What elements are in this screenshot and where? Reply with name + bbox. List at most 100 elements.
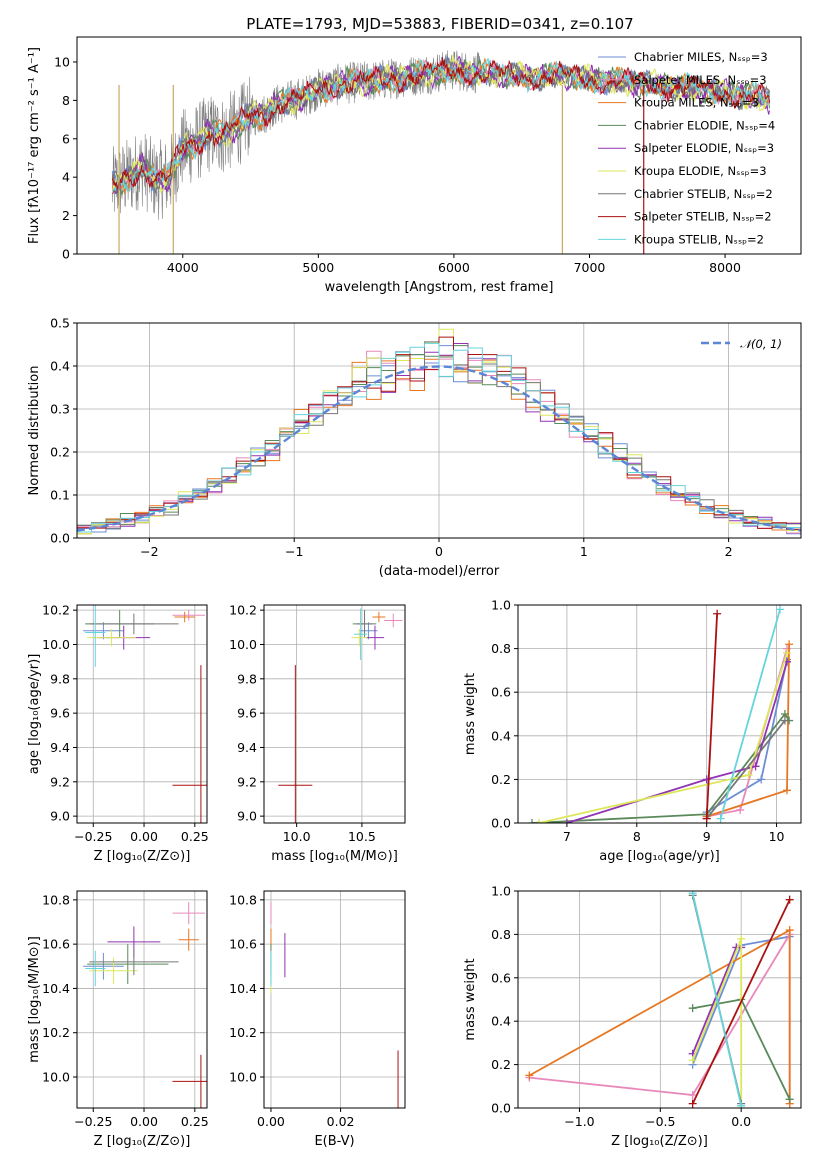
age-weight-ytick-label: 0.0 [491,816,511,831]
age-weight-xtick-label: 7 [563,829,571,844]
z-weight-ytick-label: 0.8 [491,927,511,942]
age-weight-plot-area [527,605,794,823]
normal-curve [77,365,801,532]
spectrum-xlabel: wavelength [Angstrom, rest frame] [325,280,554,295]
z-age-ytick-label: 9.8 [50,671,70,686]
age-weight-marker [757,775,766,784]
age-weight-line-8 [719,609,781,819]
z-weight-marker [737,934,746,943]
z-weight-marker [688,1090,697,1099]
z-age-xlabel: Z [log₁₀(Z/Z⊙)] [94,849,191,864]
residual-histogram-8 [77,342,801,533]
mass-age-xtick-label: 10.5 [348,829,376,844]
z-weight-ytick-label: 0.0 [491,1101,511,1116]
mass-age-ytick-label: 9.6 [237,706,257,721]
z-weight-frame-rect [517,890,802,1109]
ebv-mass-ytick-label: 10.0 [229,1070,257,1085]
ebv-mass-axes [264,891,405,1108]
age-weight-ylabel: mass weight [463,673,478,755]
residuals-xtick-label: −2 [140,544,158,559]
residuals-ytick-label: 0.0 [50,531,70,546]
z-mass-xtick-label: −0.25 [74,1114,112,1129]
z-age-xtick-label: −0.25 [74,829,112,844]
residuals-ytick-label: 0.1 [50,488,70,503]
spectrum-legend-label: Chabrier ELODIE, Nₛₛₚ=4 [634,118,775,132]
residuals-ytick-label: 0.4 [50,359,70,374]
z-weight-ytick-label: 0.4 [491,1014,511,1029]
spectrum-ytick-label: 6 [62,131,70,146]
residuals-xtick-label: 0 [435,544,443,559]
ebv-mass-xtick-label: 0.00 [257,1114,285,1129]
age-weight-ytick-label: 0.6 [491,685,511,700]
ebv-mass-ytick-label: 10.4 [229,981,257,996]
residuals-ytick-label: 0.5 [50,316,70,331]
spectrum-legend-label: Kroupa STELIB, Nₛₛₚ=2 [634,232,764,246]
z-weight-marker [688,891,697,898]
ebv-mass-ytick-label: 10.8 [229,892,257,907]
age-weight-line-6 [705,719,786,820]
z-weight-ytick-label: 0.2 [491,1057,511,1072]
z-age-axes [77,605,207,823]
ebv-mass-xlabel: E(B-V) [314,1134,354,1149]
age-weight-marker [534,819,543,823]
z-mass-ytick-label: 10.6 [42,937,70,952]
z-weight-ytick-label: 1.0 [491,884,511,899]
residuals-ytick-label: 0.3 [50,402,70,417]
spectrum-xtick-label: 4000 [167,260,199,275]
z-age-plot-area [83,605,207,823]
spectrum-model-line-7 [111,57,770,190]
residuals-xtick-label: 2 [725,544,733,559]
z-weight-xlabel: Z [log₁₀(Z/Z⊙)] [611,1134,708,1149]
spectrum-legend-label: Kroupa ELODIE, Nₛₛₚ=3 [634,164,767,178]
spectrum-legend-label: Salpeter MILES, Nₛₛₚ=3 [634,73,767,87]
age-weight-frame-rect [517,604,802,824]
age-weight-xtick-label: 8 [633,829,641,844]
z-weight-marker [688,1099,697,1108]
residuals-plot-area [77,328,801,535]
spectrum-model-line-6 [111,55,770,194]
spectrum-ytick-label: 0 [62,247,70,262]
z-weight-line-8 [691,892,743,1107]
z-age-ylabel: age [log₁₀(age/yr)] [27,654,42,775]
age-weight-ytick-label: 0.2 [491,772,511,787]
age-weight-line-7 [705,613,718,819]
mass-age-ytick-label: 9.0 [237,809,257,824]
spectrum-legend-label: Kroupa MILES, Nₛₛₚ=3 [634,96,759,110]
z-mass-frame: −0.25 0.00 0.25 10.0 10.2 10.4 10.6 10.8 Z [log₁… [27,890,209,1149]
z-weight-marker [785,1095,794,1104]
z-age-ytick-label: 9.0 [50,809,70,824]
mass-age-ytick-label: 10.0 [229,637,257,652]
z-weight-plot-area [525,891,794,1108]
age-weight-marker [751,762,760,771]
residuals-ylabel: Normed distribution [27,366,42,496]
z-age-xtick-label: 0.25 [181,829,209,844]
age-weight-marker [744,771,753,780]
z-mass-xtick-label: 0.25 [181,1114,209,1129]
z-mass-ytick-label: 10.4 [42,981,70,996]
age-weight-marker [562,819,571,823]
mass-age-axes [264,605,405,823]
spectrum-legend-label: Salpeter ELODIE, Nₛₛₚ=3 [634,141,774,155]
z-age-ytick-label: 9.6 [50,706,70,721]
age-weight-marker [780,716,789,725]
z-weight-ytick-label: 0.6 [491,970,511,985]
residuals-xtick-label: 1 [580,544,588,559]
mass-age-ytick-label: 10.2 [229,603,257,618]
spectrum-legend-label: Salpeter STELIB, Nₛₛₚ=2 [634,210,772,224]
ebv-mass-frame-rect [263,890,406,1109]
z-mass-ytick-label: 10.2 [42,1025,70,1040]
spectrum-xtick-label: 7000 [574,260,606,275]
residuals-frame: −2 −1 0 1 2 0.0 0.1 0.2 0.3 0.4 0.5 (data-model)/er… [27,316,802,579]
ebv-mass-ytick-label: 10.6 [229,937,257,952]
z-age-xtick-label: 0.00 [130,829,158,844]
z-weight-marker [785,895,794,904]
z-weight-xtick-label: −1.0 [564,1114,594,1129]
ebv-mass-ytick-label: 10.2 [229,1025,257,1040]
age-weight-marker [736,805,745,814]
age-weight-ytick-label: 1.0 [491,598,511,613]
spectrum-legend-label: Chabrier STELIB, Nₛₛₚ=2 [634,187,773,201]
ebv-mass-frame: 0.00 0.02 10.0 10.2 10.4 10.6 10.8 E(B-V) [229,890,406,1149]
spectrum-ytick-label: 8 [62,93,70,108]
z-age-ytick-label: 10.0 [42,637,70,652]
z-weight-marker [688,1056,697,1065]
